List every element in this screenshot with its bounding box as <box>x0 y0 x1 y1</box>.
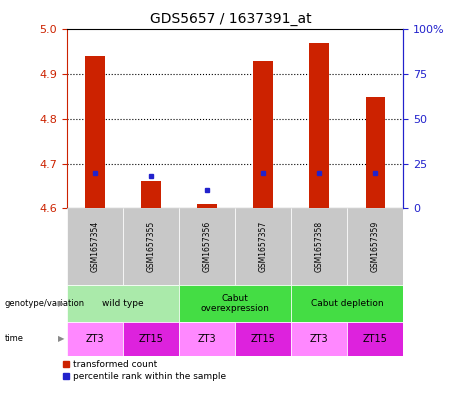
Bar <box>254 61 273 208</box>
Text: GSM1657358: GSM1657358 <box>315 221 324 272</box>
Bar <box>67 208 123 285</box>
Text: ZT15: ZT15 <box>251 334 276 344</box>
Text: ▶: ▶ <box>58 334 65 343</box>
Bar <box>141 182 161 208</box>
Text: ▶: ▶ <box>58 299 65 308</box>
Bar <box>291 208 347 285</box>
Text: Cabut
overexpression: Cabut overexpression <box>201 294 270 313</box>
Text: time: time <box>5 334 24 343</box>
Text: genotype/variation: genotype/variation <box>5 299 85 308</box>
Text: ZT15: ZT15 <box>363 334 388 344</box>
Text: GDS5657 / 1637391_at: GDS5657 / 1637391_at <box>150 12 311 26</box>
Text: ZT3: ZT3 <box>86 334 104 344</box>
Text: GSM1657356: GSM1657356 <box>202 221 212 272</box>
Text: GSM1657355: GSM1657355 <box>147 221 155 272</box>
Bar <box>67 322 123 356</box>
Bar <box>67 285 179 322</box>
Text: Cabut depletion: Cabut depletion <box>311 299 384 308</box>
Text: GSM1657354: GSM1657354 <box>90 221 100 272</box>
Bar <box>309 43 329 208</box>
Bar <box>197 204 217 208</box>
Text: GSM1657357: GSM1657357 <box>259 221 268 272</box>
Bar <box>179 322 235 356</box>
Bar <box>347 322 403 356</box>
Bar <box>235 322 291 356</box>
Bar <box>347 208 403 285</box>
Bar <box>291 285 403 322</box>
Bar <box>85 56 105 208</box>
Text: ZT3: ZT3 <box>310 334 329 344</box>
Bar <box>291 322 347 356</box>
Bar <box>179 285 291 322</box>
Text: GSM1657359: GSM1657359 <box>371 221 380 272</box>
Text: ZT15: ZT15 <box>139 334 163 344</box>
Text: wild type: wild type <box>102 299 144 308</box>
Bar <box>123 208 179 285</box>
Bar <box>123 322 179 356</box>
Bar <box>179 208 235 285</box>
Bar <box>366 97 385 208</box>
Bar <box>235 208 291 285</box>
Legend: transformed count, percentile rank within the sample: transformed count, percentile rank withi… <box>62 360 226 381</box>
Text: ZT3: ZT3 <box>198 334 216 344</box>
